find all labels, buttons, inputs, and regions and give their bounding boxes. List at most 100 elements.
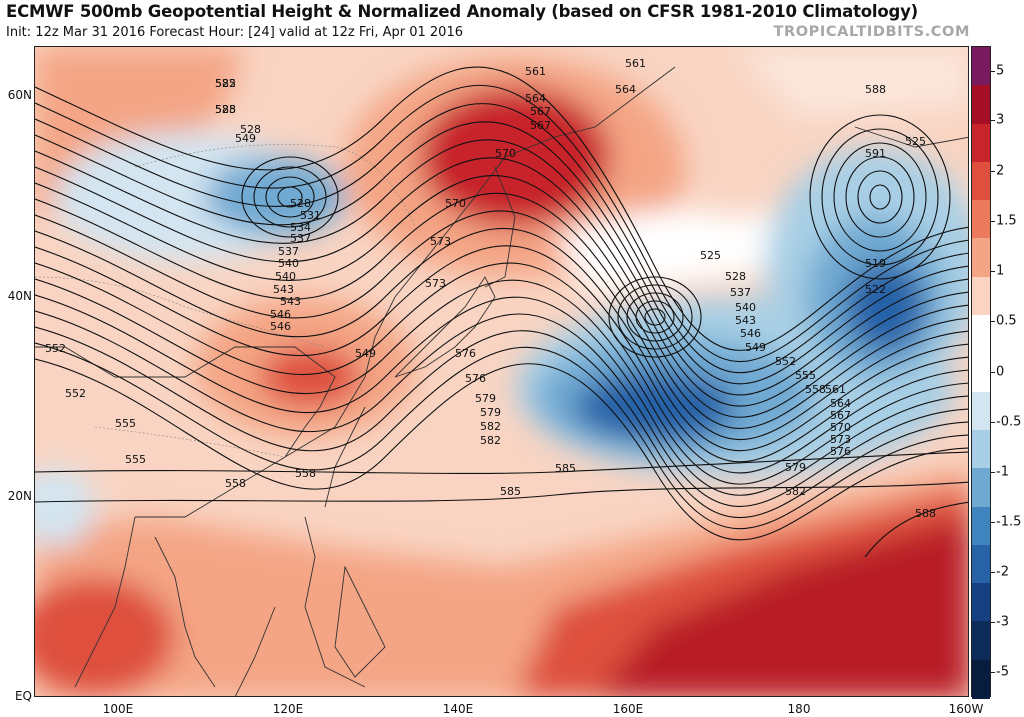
- contour-label: 540: [275, 270, 296, 283]
- height-contour: [35, 262, 968, 474]
- height-contour: [35, 342, 968, 530]
- colorbar-segment: [972, 123, 990, 163]
- contour-label: 567: [530, 105, 551, 118]
- contour-label: 537: [730, 286, 751, 299]
- colorbar-tick: [991, 221, 995, 222]
- trough-contour-closed: [253, 166, 327, 228]
- low-contour-closed: [635, 300, 675, 334]
- contour-label: 537: [290, 232, 311, 245]
- height-contour: [35, 227, 968, 452]
- contour-label: 522: [215, 77, 236, 90]
- colorbar-label: -1.5: [996, 514, 1022, 530]
- anomaly-shading: [35, 47, 968, 696]
- height-contour: [35, 66, 968, 351]
- contour-label: 549: [235, 132, 256, 145]
- contour-label: 576: [830, 445, 851, 458]
- low-contour-ne-closed: [857, 170, 903, 224]
- contour-label: 561: [825, 383, 846, 396]
- border-segment: [134, 144, 416, 228]
- contour-label: 537: [278, 245, 299, 258]
- coastline-segment: [154, 536, 216, 688]
- contour-label: 552: [45, 342, 66, 355]
- contour-label: 555: [125, 453, 146, 466]
- low-contour-ne-closed: [845, 156, 915, 238]
- colorbar-segment: [972, 506, 990, 546]
- lat-label-60n: 60N: [7, 88, 32, 102]
- colorbar-tick: [991, 372, 995, 373]
- chart-subtitle: Init: 12z Mar 31 2016 Forecast Hour: [24…: [6, 25, 463, 40]
- coastline-segment: [234, 606, 276, 696]
- contour-label: 558: [295, 467, 316, 480]
- contour-label: 561: [625, 57, 646, 70]
- contour-label: 582: [480, 434, 501, 447]
- height-contour: [35, 358, 968, 541]
- contour-label: 573: [425, 277, 446, 290]
- height-contour-585: [35, 451, 968, 474]
- colorbar-label: -0.5: [996, 414, 1022, 430]
- lat-label-40n: 40N: [7, 289, 32, 303]
- contour-label: 546: [740, 327, 761, 340]
- height-contour: [35, 84, 968, 362]
- low-contour-ne-closed: [821, 128, 939, 266]
- anomaly-map: 5225255285285315345375375405405435435465…: [35, 47, 968, 696]
- colorbar-tick: [991, 572, 995, 573]
- colorbar-tick: [991, 472, 995, 473]
- colorbar-tick: [991, 271, 995, 272]
- lat-label-20n: 20N: [7, 489, 32, 503]
- height-contour: [35, 310, 968, 507]
- coastline-segment: [74, 516, 136, 688]
- contour-label: 555: [795, 369, 816, 382]
- height-contour: [35, 192, 968, 429]
- chart-title: ECMWF 500mb Geopotential Height & Normal…: [6, 2, 919, 21]
- contour-label: 576: [465, 372, 486, 385]
- border-segment: [35, 276, 326, 348]
- colorbar-tick: [991, 672, 995, 673]
- contour-label: 534: [290, 221, 311, 234]
- colorbar-segment: [972, 238, 990, 278]
- contour-label: 561: [525, 65, 546, 78]
- contour-label: 549: [745, 341, 766, 354]
- colorbar-label: -5: [996, 664, 1009, 680]
- colorbar-label: 5: [996, 63, 1005, 79]
- height-contour: [35, 245, 968, 463]
- contour-label: 546: [270, 320, 291, 333]
- contour-label: 576: [455, 347, 476, 360]
- height-contour-588: [35, 481, 968, 503]
- lon-label-160w: 160W: [948, 702, 984, 716]
- colorbar-segment: [972, 659, 990, 699]
- coastline-segment: [334, 565, 386, 678]
- contour-label: 564: [830, 397, 851, 410]
- colorbar-segment: [972, 468, 990, 508]
- anomaly-cool-sw: [35, 467, 95, 547]
- contour-label: 549: [355, 347, 376, 360]
- map-panel[interactable]: 522 525 528 528 531 534 537 537 540 540 543 543 546 5…: [34, 46, 969, 697]
- contour-label: 567: [530, 119, 551, 132]
- colorbar: [971, 46, 991, 699]
- contour-label: 570: [445, 197, 466, 210]
- colorbar-segment: [972, 276, 990, 316]
- low-contour-closed: [608, 276, 702, 358]
- contour-label: 540: [735, 301, 756, 314]
- colorbar-label: -2: [996, 564, 1009, 580]
- trough-contour-closed: [241, 156, 339, 238]
- height-contour: [35, 139, 968, 396]
- contour-label: 585: [500, 485, 521, 498]
- contour-label: 582: [480, 420, 501, 433]
- lon-label-100e: 100E: [102, 702, 134, 716]
- contour-label: 582: [785, 485, 806, 498]
- low-contour-closed: [617, 284, 693, 350]
- height-contour: [35, 210, 968, 441]
- contour-label: 558: [805, 383, 826, 396]
- height-contour: [35, 294, 968, 496]
- colorbar-label: -1: [996, 464, 1009, 480]
- contour-label: 531: [300, 209, 321, 222]
- contour-label: 546: [270, 308, 291, 321]
- contour-label: 588: [865, 83, 886, 96]
- colorbar-tick: [991, 171, 995, 172]
- contour-label: 543: [273, 283, 294, 296]
- colorbar-tick: [991, 422, 995, 423]
- coastline-segment: [35, 346, 336, 518]
- contour-label: 570: [830, 421, 851, 434]
- contour-label: 552: [775, 355, 796, 368]
- contour-label: 570: [495, 147, 516, 160]
